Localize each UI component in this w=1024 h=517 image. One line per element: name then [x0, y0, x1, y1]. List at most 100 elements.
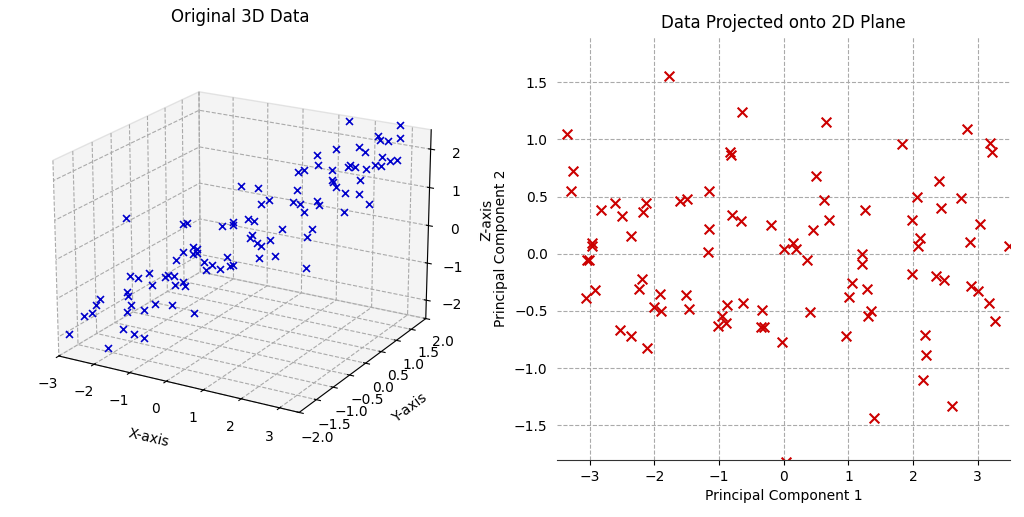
Point: [732, 217, 749, 225]
Point: [944, 402, 961, 410]
Point: [584, 242, 600, 250]
Point: [645, 303, 662, 312]
Point: [857, 206, 873, 215]
Point: [651, 290, 668, 298]
Point: [787, 245, 804, 253]
Point: [802, 308, 818, 316]
Point: [607, 199, 624, 207]
Point: [986, 317, 1002, 325]
Point: [541, 317, 557, 325]
Point: [970, 287, 986, 295]
Point: [587, 286, 603, 294]
Point: [982, 139, 998, 147]
Point: [909, 242, 926, 250]
Point: [933, 204, 949, 212]
Point: [860, 312, 877, 321]
Point: [784, 239, 801, 248]
Point: [854, 250, 870, 258]
X-axis label: Principal Component 1: Principal Component 1: [705, 489, 862, 503]
Point: [952, 194, 969, 202]
Point: [815, 196, 831, 205]
Point: [634, 275, 650, 283]
Point: [541, 206, 557, 215]
Point: [623, 331, 639, 340]
Point: [581, 256, 597, 264]
Point: [584, 239, 600, 248]
Point: [652, 307, 669, 315]
Point: [962, 237, 978, 246]
Point: [775, 246, 792, 254]
Point: [699, 248, 716, 256]
Point: [679, 195, 695, 204]
Title: Data Projected onto 2D Plane: Data Projected onto 2D Plane: [662, 14, 906, 32]
Point: [559, 130, 575, 138]
Point: [517, 309, 534, 317]
Point: [799, 256, 815, 264]
Point: [624, 232, 640, 240]
Point: [734, 108, 751, 116]
Point: [638, 199, 654, 207]
Point: [754, 306, 770, 314]
Point: [634, 208, 650, 216]
Point: [928, 272, 944, 280]
Y-axis label: Principal Component 2: Principal Component 2: [495, 169, 509, 327]
Point: [774, 338, 791, 346]
Point: [972, 220, 988, 228]
Point: [981, 299, 997, 308]
Point: [722, 148, 738, 156]
Point: [844, 279, 860, 287]
Point: [842, 293, 858, 301]
Point: [593, 206, 609, 214]
Point: [519, 167, 536, 175]
Point: [854, 260, 870, 268]
Point: [778, 458, 795, 466]
Point: [718, 318, 734, 327]
X-axis label: X-axis: X-axis: [127, 426, 170, 449]
Point: [613, 212, 630, 221]
Point: [863, 307, 880, 315]
Point: [639, 344, 655, 352]
Y-axis label: Y-axis: Y-axis: [390, 391, 430, 425]
Point: [660, 71, 677, 80]
Point: [865, 414, 882, 422]
Point: [838, 331, 854, 340]
Point: [763, 221, 779, 229]
Point: [1018, 244, 1024, 252]
Point: [564, 166, 581, 175]
Point: [894, 140, 910, 148]
Point: [919, 351, 935, 359]
Point: [963, 282, 979, 291]
Title: Original 3D Data: Original 3D Data: [171, 8, 309, 26]
Point: [700, 225, 717, 233]
Point: [563, 187, 580, 195]
Point: [722, 151, 738, 159]
Point: [805, 226, 821, 234]
Point: [1010, 164, 1024, 172]
Point: [1011, 163, 1024, 171]
Point: [724, 211, 740, 219]
Point: [579, 255, 595, 264]
Point: [903, 216, 920, 224]
Point: [681, 305, 697, 313]
Point: [714, 312, 730, 321]
Point: [753, 323, 769, 331]
Point: [1001, 241, 1018, 250]
Point: [984, 147, 1000, 156]
Point: [631, 285, 647, 293]
Point: [908, 193, 925, 201]
Point: [818, 118, 835, 126]
Point: [915, 376, 932, 384]
Point: [821, 216, 838, 224]
Point: [916, 331, 933, 340]
Point: [808, 172, 824, 180]
Point: [710, 322, 726, 330]
Point: [579, 294, 595, 302]
Point: [904, 269, 921, 278]
Point: [611, 326, 628, 334]
Point: [958, 125, 975, 133]
Point: [859, 285, 876, 293]
Point: [912, 234, 929, 242]
Point: [672, 197, 688, 205]
Point: [735, 299, 752, 307]
Point: [756, 323, 772, 331]
